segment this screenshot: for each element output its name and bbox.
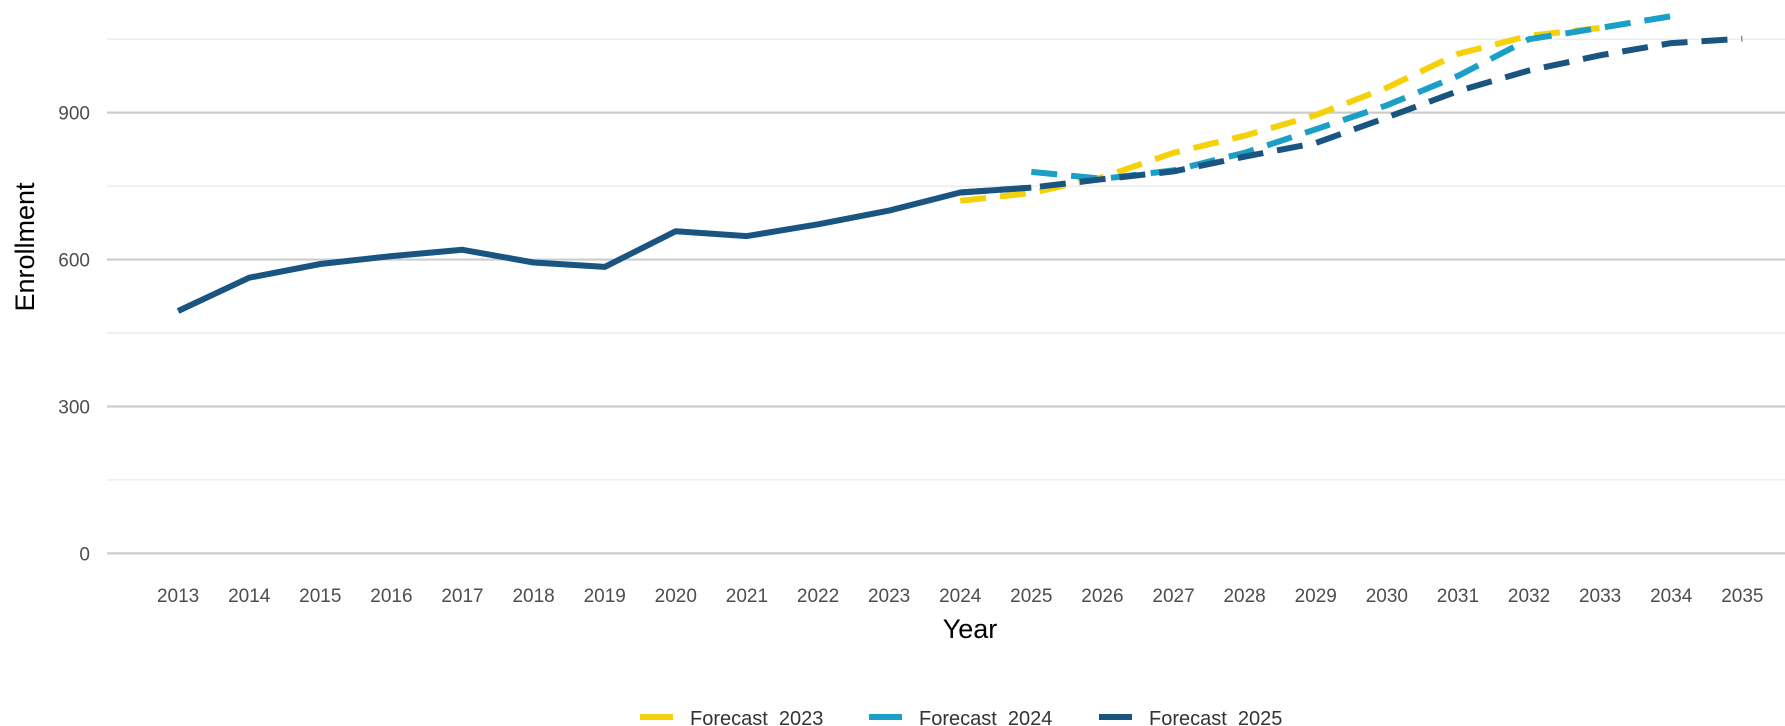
series-line-actual bbox=[176, 184, 1032, 314]
y-axis-title: Enrollment bbox=[10, 182, 40, 312]
legend-label: Forecast_2024 bbox=[919, 708, 1052, 726]
x-tick-label: 2027 bbox=[1152, 586, 1194, 607]
legend: Forecast_2023 Forecast_2024 Forecast_2025 bbox=[640, 708, 1282, 726]
y-tick-label: 600 bbox=[58, 251, 90, 272]
x-tick-label: 2013 bbox=[157, 586, 199, 607]
legend-label: Forecast_2023 bbox=[690, 708, 823, 726]
x-tick-label: 2024 bbox=[939, 586, 982, 607]
series-line-forecast-2025 bbox=[959, 35, 1743, 196]
series-line-forecast-2024 bbox=[1031, 13, 1672, 182]
x-tick-label: 2016 bbox=[370, 586, 412, 607]
x-tick-label: 2026 bbox=[1081, 586, 1123, 607]
x-axis-title: Year bbox=[943, 614, 998, 644]
x-tick-label: 2025 bbox=[1010, 586, 1052, 607]
x-tick-label: 2015 bbox=[299, 586, 341, 607]
x-tick-label: 2019 bbox=[584, 586, 626, 607]
x-tick-label: 2032 bbox=[1508, 586, 1550, 607]
series-line-forecast-2023 bbox=[959, 24, 1601, 204]
x-tick-label: 2033 bbox=[1579, 586, 1621, 607]
legend-label: Forecast_2025 bbox=[1149, 708, 1282, 726]
x-tick-label: 2035 bbox=[1721, 586, 1763, 607]
x-tick-label: 2021 bbox=[726, 586, 768, 607]
x-tick-label: 2029 bbox=[1295, 586, 1337, 607]
x-tick-label: 2020 bbox=[655, 586, 697, 607]
series-lines bbox=[176, 13, 1743, 314]
y-tick-label: 300 bbox=[58, 397, 90, 418]
x-tick-label: 2030 bbox=[1366, 586, 1408, 607]
x-tick-label: 2017 bbox=[441, 586, 483, 607]
x-axis-tick-labels: 2013 2014 2015 2016 2017 2018 2019 2020 2021 2022… bbox=[157, 586, 1764, 607]
x-tick-label: 2031 bbox=[1437, 586, 1479, 607]
x-tick-label: 2023 bbox=[868, 586, 910, 607]
x-tick-label: 2022 bbox=[797, 586, 839, 607]
grid-lines bbox=[107, 38, 1785, 555]
y-axis-tick-labels: 0 300 600 900 bbox=[58, 104, 90, 566]
y-tick-label: 900 bbox=[58, 104, 90, 125]
x-tick-label: 2014 bbox=[228, 586, 271, 607]
x-tick-label: 2018 bbox=[512, 586, 554, 607]
y-tick-label: 0 bbox=[79, 544, 90, 565]
x-tick-label: 2028 bbox=[1223, 586, 1265, 607]
x-tick-label: 2034 bbox=[1650, 586, 1693, 607]
